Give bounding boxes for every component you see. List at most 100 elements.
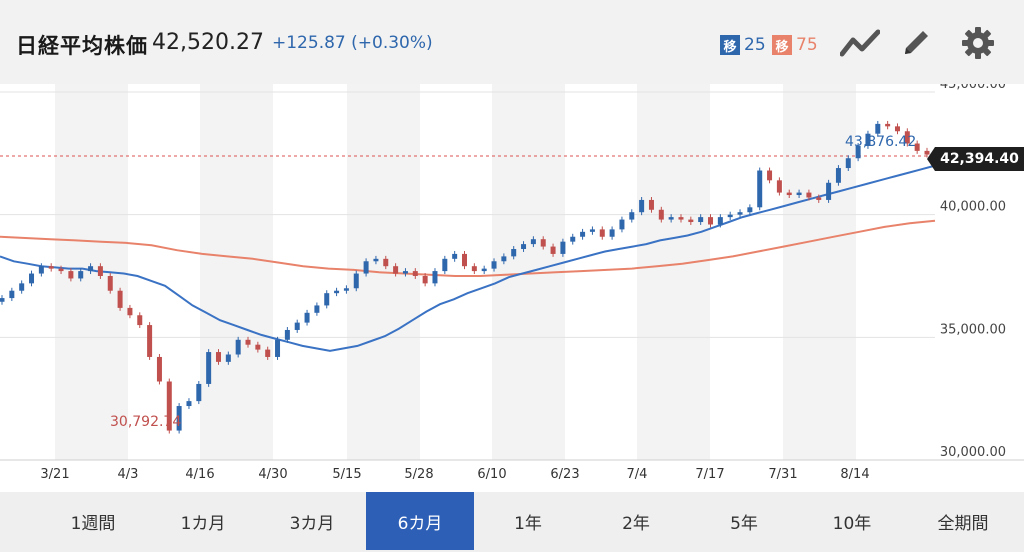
candle [560,241,566,254]
ma-long-badge[interactable]: 移 [772,35,792,55]
candle [107,276,113,291]
candle [530,239,536,245]
candle [88,266,94,272]
candle [658,209,664,220]
candle [521,244,527,250]
ma-short-line [0,164,936,352]
candle [19,283,25,291]
candle [68,271,74,279]
candle [845,158,851,169]
candle [127,307,133,316]
candle [363,261,369,274]
candle [48,266,54,269]
ma-long-value[interactable]: 75 [796,35,818,55]
candle [786,192,792,196]
candle [816,197,822,200]
candle [0,298,5,302]
candle [599,229,605,237]
candle [708,217,714,225]
candle [550,246,556,254]
candle [688,219,694,223]
period-tabs: 1週間 1カ月 3カ月 6カ月 1年 2年 5年 10年 全期間 [0,492,1024,552]
tab-10-years[interactable]: 10年 [832,513,872,534]
candle [117,290,123,308]
candle [9,290,15,299]
candle [275,339,281,357]
candle [806,192,812,198]
x-tick-label: 4/30 [258,467,287,482]
candle [491,261,497,269]
candle [255,344,261,350]
candle [629,212,635,220]
ma-short-badge[interactable]: 移 [720,35,740,55]
tab-5-years[interactable]: 5年 [730,513,758,534]
x-tick-label: 4/16 [185,467,214,482]
candle [914,143,920,151]
candle [206,352,212,384]
tab-all-period[interactable]: 全期間 [937,513,989,534]
gear-icon[interactable] [956,22,1000,64]
candle [38,266,44,274]
y-tick-label: 45,000.00 [940,84,1006,92]
candle [373,258,379,262]
ma-long-line [0,219,936,277]
candle [147,325,153,357]
candle [235,339,241,355]
candle [97,266,103,276]
line-chart-icon[interactable] [838,22,882,64]
candle [776,180,782,193]
candle [215,352,221,362]
tab-1-month[interactable]: 1カ月 [180,513,226,534]
ma-short-value[interactable]: 25 [744,35,766,55]
x-tick-label: 3/21 [40,467,69,482]
candle [166,381,172,431]
tab-1-week[interactable]: 1週間 [70,513,116,534]
x-tick-label: 5/15 [332,467,361,482]
candle [225,354,231,362]
candlestick-chart[interactable]: 45,000.00 40,000.00 35,000.00 30,000.00 3/2… [0,84,1024,492]
header-bar: 日経平均株価 42,520.27 +125.87 (+0.30%) 移 25 移… [0,0,1024,84]
y-tick-label: 35,000.00 [940,322,1006,337]
candle [137,315,143,326]
candle [747,207,753,213]
candle [245,339,251,345]
pencil-icon[interactable] [894,22,938,64]
price-change: +125.87 (+0.30%) [272,33,433,53]
candle [29,273,35,284]
candle [885,123,891,127]
candle [78,271,84,279]
candle [678,217,684,220]
candle [176,406,182,431]
candle [855,145,861,159]
candle [540,239,546,247]
candle [648,199,654,210]
candle [757,170,763,208]
candle [698,217,704,223]
candle [481,268,487,272]
x-tick-label: 7/31 [768,467,797,482]
candle [343,288,349,291]
tab-2-years[interactable]: 2年 [622,513,650,534]
candle [412,271,418,276]
candle [767,170,773,181]
candle [196,383,202,402]
high-annotation: 43,876.42 [845,134,917,150]
candle [353,273,359,289]
candle [826,182,832,200]
y-tick-label: 30,000.00 [940,445,1006,460]
candle [609,229,615,237]
candle [580,231,586,237]
candle [304,312,310,323]
candle [835,168,841,183]
tab-1-year[interactable]: 1年 [514,513,542,534]
tab-3-months[interactable]: 3カ月 [289,513,335,534]
x-tick-label: 6/23 [550,467,579,482]
candle [156,356,162,382]
candle [422,276,428,284]
tab-6-months[interactable]: 6カ月 [366,492,474,550]
candle [58,268,64,272]
x-tick-label: 7/17 [695,467,724,482]
candle [570,236,576,242]
candle [894,126,900,132]
low-annotation: 30,792.74 [110,414,182,430]
